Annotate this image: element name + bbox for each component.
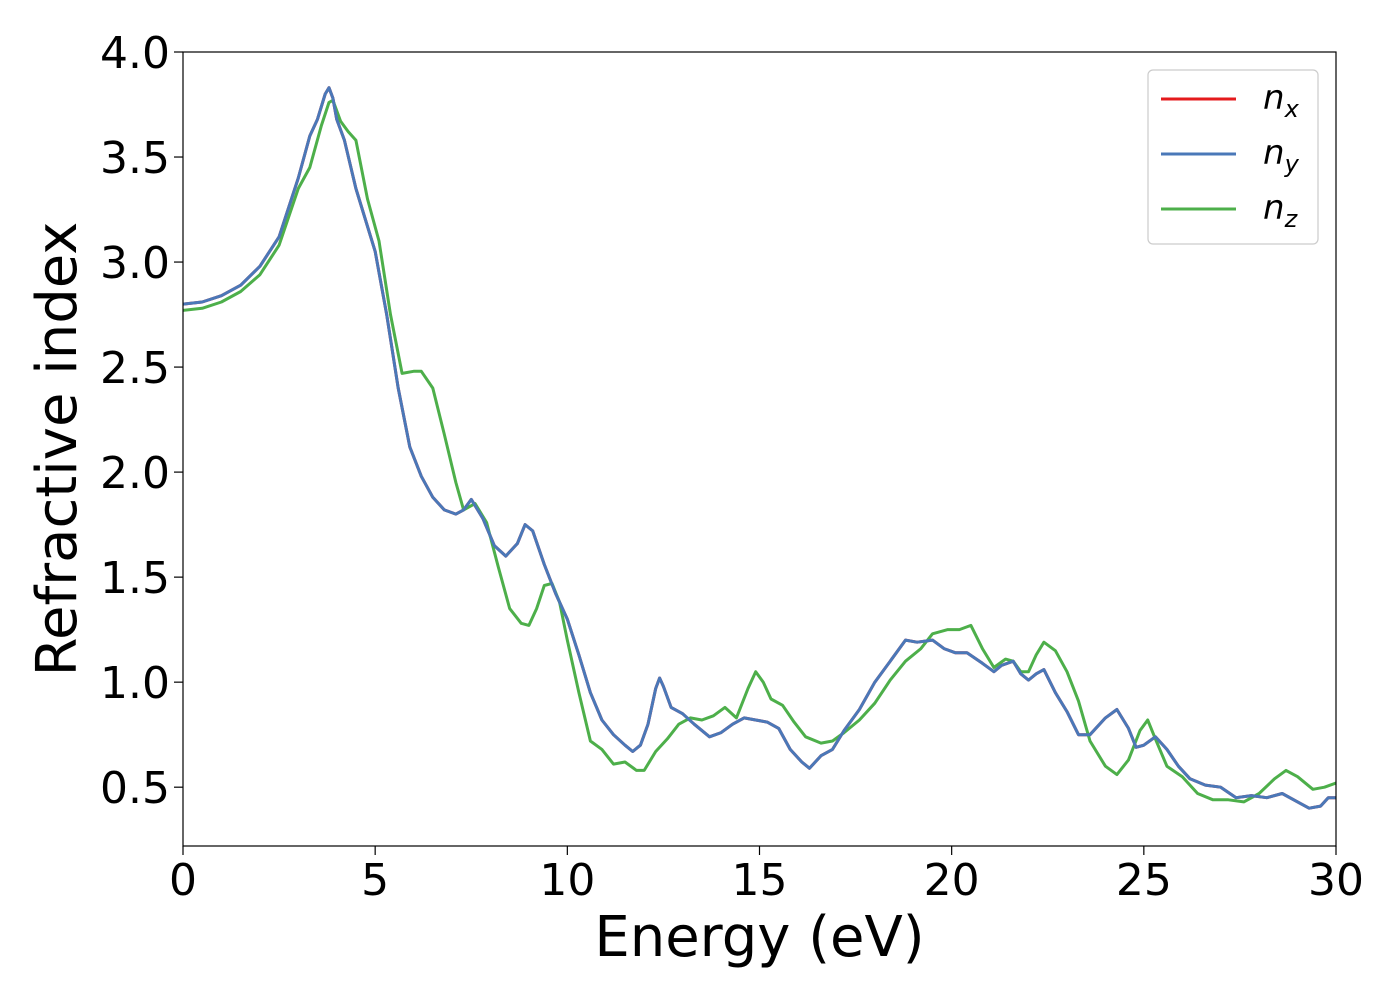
y-tick-label: 3.5 [100, 133, 170, 184]
y-tick-label: 1.5 [100, 553, 170, 604]
y-tick-label: 2.0 [100, 448, 170, 499]
legend-label-n-z: nz [1263, 188, 1299, 233]
y-axis-title: Refractive index [25, 222, 90, 677]
x-tick-label: 5 [361, 855, 389, 906]
series-line-n-y [183, 86, 1336, 810]
series-layer [183, 86, 1336, 810]
legend-label-n-x: nx [1263, 78, 1300, 123]
y-tick-label: 4.0 [100, 28, 170, 79]
x-tick-label: 30 [1308, 855, 1364, 906]
legend: nx ny nz [1147, 69, 1319, 245]
y-tick-label: 2.5 [100, 343, 170, 394]
legend-box [1147, 69, 1319, 245]
x-axis-ticks: 0 5 10 15 20 25 30 [169, 846, 1364, 906]
y-axis-ticks: 0.5 1.0 1.5 2.0 2.5 3.0 3.5 4.0 [100, 28, 183, 814]
y-tick-label: 1.0 [100, 658, 170, 709]
x-tick-label: 20 [924, 855, 980, 906]
legend-label-n-y: ny [1263, 133, 1300, 178]
series-line-n-z [183, 98, 1336, 804]
x-tick-label: 0 [169, 855, 197, 906]
y-tick-label: 3.0 [100, 238, 170, 289]
x-axis-title: Energy (eV) [594, 905, 924, 970]
x-tick-label: 15 [732, 855, 788, 906]
x-tick-label: 10 [539, 855, 595, 906]
y-tick-label: 0.5 [100, 763, 170, 814]
x-tick-label: 25 [1116, 855, 1172, 906]
